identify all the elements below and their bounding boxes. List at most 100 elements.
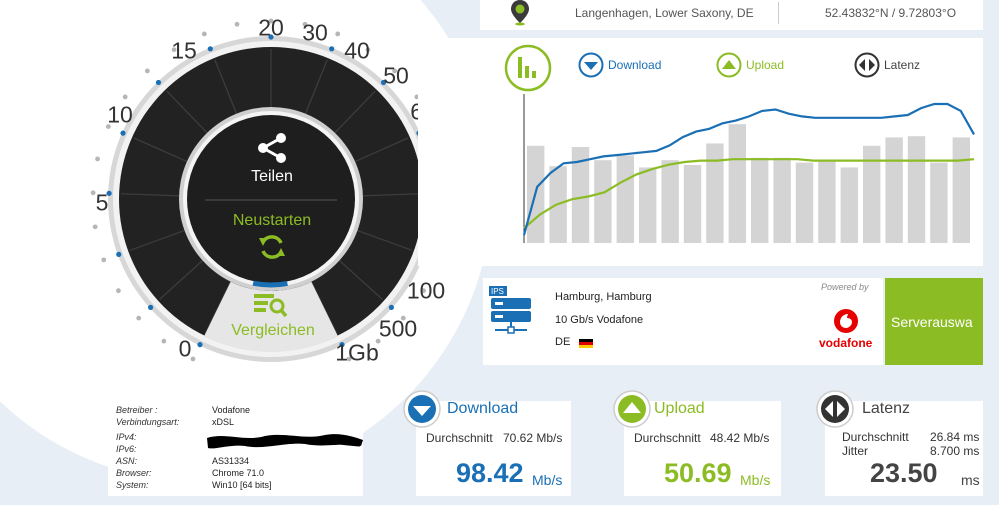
speed-chart [522, 94, 975, 243]
gauge-dot [144, 68, 150, 74]
chart-bar [930, 162, 948, 243]
share-icon[interactable] [255, 131, 289, 165]
gauge-tick-marker [106, 190, 112, 196]
gauge-dot [136, 315, 142, 321]
refresh-icon[interactable] [257, 232, 287, 262]
server-provider: 10 Gb/s Vodafone [555, 314, 644, 326]
gauge-tick-marker [116, 251, 122, 258]
download-unit: Mb/s [532, 472, 563, 488]
legend-download-label: Download [608, 58, 662, 72]
redacted-ip-scribble [207, 434, 363, 449]
server-panel: IPS Hamburg, Hamburg 10 Gb/s Vodafone DE… [483, 278, 883, 365]
speed-gauge [90, 18, 452, 362]
gauge-progress-arc [252, 280, 288, 288]
upload-icon [613, 390, 651, 428]
download-result-card [416, 401, 571, 496]
gauge-segment-line [358, 193, 421, 197]
isp-value-connection: xDSL [212, 417, 235, 427]
gauge-dot [161, 338, 167, 344]
isp-value-system: Win10 [64 bits] [212, 480, 272, 490]
gauge-tick-marker [120, 130, 126, 136]
gauge-dot [375, 338, 381, 344]
upload-series-line [523, 158, 975, 230]
gauge-segment-line [303, 59, 328, 118]
gauge-dot [392, 68, 398, 74]
upload-avg-label: Durchschnitt [634, 431, 701, 445]
chart-bar [818, 160, 836, 243]
powered-by-label: Powered by [821, 282, 869, 292]
isp-value-asn: AS31334 [212, 456, 250, 466]
upload-arrow-icon [716, 52, 742, 78]
chart-bar [885, 137, 903, 243]
chart-bar [907, 136, 926, 243]
jitter-label: Jitter [842, 444, 869, 458]
latency-value: 23.50 [870, 458, 938, 488]
gauge-segment-line [133, 137, 191, 164]
gauge-tick-40: 40 [344, 37, 370, 64]
legend-latency-label: Latenz [884, 58, 921, 72]
download-title: Download [447, 400, 519, 417]
chart-bar [661, 160, 679, 243]
share-label[interactable]: Teilen [251, 168, 293, 185]
latency-result-icon [816, 390, 854, 428]
chart-bar [639, 167, 657, 243]
download-speed-value: 98.42 [456, 458, 524, 488]
gauge-dot [302, 21, 308, 27]
gauge-segment-line [308, 277, 338, 335]
gauge-tick-1gb: 1Gb [335, 339, 379, 366]
gauge-segment-line [351, 137, 409, 164]
gauge-dot [335, 31, 341, 37]
gauge-dot [268, 18, 274, 24]
isp-value-operator: Vodafone [212, 405, 251, 415]
divider [778, 2, 779, 24]
restart-label[interactable]: Neustarten [232, 212, 312, 229]
legend-latency[interactable]: Latenz [854, 52, 920, 78]
gauge-tick-marker [388, 304, 394, 310]
gauge-tick-marker [268, 34, 274, 40]
chart-bar [728, 124, 746, 243]
server-select-button[interactable]: Serverauswa [885, 278, 983, 365]
isp-value-browser: Chrome 71.0 [212, 468, 265, 478]
gauge-dot [365, 47, 371, 53]
compare-label[interactable]: Vergleichen [231, 322, 315, 339]
gauge-tick-15: 15 [171, 37, 197, 64]
compare-icon[interactable] [254, 292, 288, 318]
gauge-tick-marker [148, 304, 154, 310]
gauge-dot [92, 224, 98, 230]
germany-flag-icon [579, 339, 593, 348]
legend-upload-label: Upload [746, 58, 785, 72]
legend-upload[interactable]: Upload [716, 52, 784, 78]
gauge-tick-0: 0 [178, 335, 192, 362]
download-avg-label: Durchschnitt [426, 431, 493, 445]
latency-avg-value: 26.84 ms [930, 430, 980, 444]
download-avg-value: 70.62 Mb/s [503, 431, 563, 445]
location-coords: 52.43832°N / 9.72803°O [825, 6, 957, 20]
gauge-tick-500: 500 [378, 315, 418, 342]
isp-info-panel [108, 401, 363, 496]
gauge-dot [101, 257, 107, 263]
gauge-tick-20: 20 [258, 14, 284, 41]
chart-bar [683, 165, 702, 243]
gauge-tick-marker [207, 46, 213, 52]
location-pin-icon [511, 0, 529, 26]
gauge-dot [421, 288, 426, 294]
legend-download[interactable]: Download [578, 52, 661, 78]
gauge-segment-line [159, 257, 207, 300]
gauge-dot [90, 190, 96, 196]
isp-label-operator: Betreiber : [116, 405, 158, 415]
gauge-dot [116, 288, 121, 294]
gauge-tick-30: 30 [302, 19, 328, 46]
gauge-dot [122, 94, 128, 100]
upload-speed-value: 50.69 [664, 458, 732, 488]
chart-icon[interactable] [504, 44, 552, 92]
chart-bar [751, 157, 769, 243]
gauge-tick-marker [197, 342, 203, 348]
gauge-tick-50: 50 [383, 62, 409, 89]
chart-bar [863, 145, 881, 243]
isp-label-ipv6: IPv6: [116, 444, 137, 454]
chart-bar [571, 147, 590, 243]
isp-label-connection: Verbindungsart: [116, 417, 180, 427]
latency-avg-label: Durchschnitt [842, 430, 909, 444]
gauge-segment-line [214, 59, 239, 118]
